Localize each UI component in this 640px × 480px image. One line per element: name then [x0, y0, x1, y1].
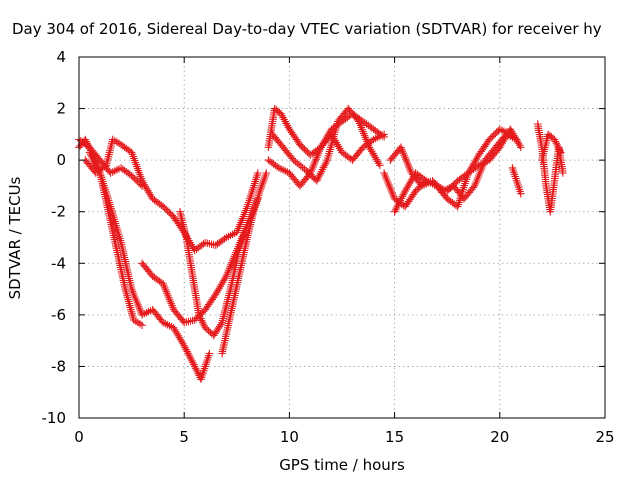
- y-axis-label: SDTVAR / TECUs: [6, 176, 24, 299]
- plot-frame: [78, 56, 606, 419]
- data-series-6: [218, 169, 271, 358]
- y-tick-label: -4: [51, 254, 66, 272]
- y-tick-label: 0: [56, 151, 66, 169]
- tick-layer: 0 5 10 15 20 25 -10 -8 -6 -4 -2 0 2 4: [42, 48, 615, 446]
- data-series-13: [508, 164, 525, 198]
- y-tick-label: -2: [51, 203, 66, 221]
- data-series-5: [176, 207, 252, 340]
- data-series-3: [85, 148, 214, 384]
- x-tick-label: 10: [280, 428, 299, 446]
- data-series-12: [390, 125, 515, 216]
- y-tick-label: -8: [51, 357, 66, 375]
- x-tick-label: 5: [179, 428, 189, 446]
- chart-title: Day 304 of 2016, Sidereal Day-to-day VTE…: [12, 20, 602, 38]
- data-series-9: [268, 104, 384, 185]
- x-tick-label: 15: [385, 428, 404, 446]
- y-tick-label: -6: [51, 306, 66, 324]
- x-tick-label: 20: [490, 428, 509, 446]
- x-tick-label: 0: [74, 428, 84, 446]
- x-tick-label: 25: [595, 428, 614, 446]
- x-axis-label: GPS time / hours: [279, 456, 405, 474]
- y-tick-label: 2: [56, 100, 66, 118]
- data-series-15: [538, 130, 565, 164]
- y-tick-label: 4: [56, 48, 66, 66]
- series-layer: [75, 104, 567, 384]
- data-series-2: [81, 135, 262, 255]
- grid-layer: [79, 57, 605, 418]
- y-tick-label: -10: [42, 409, 67, 427]
